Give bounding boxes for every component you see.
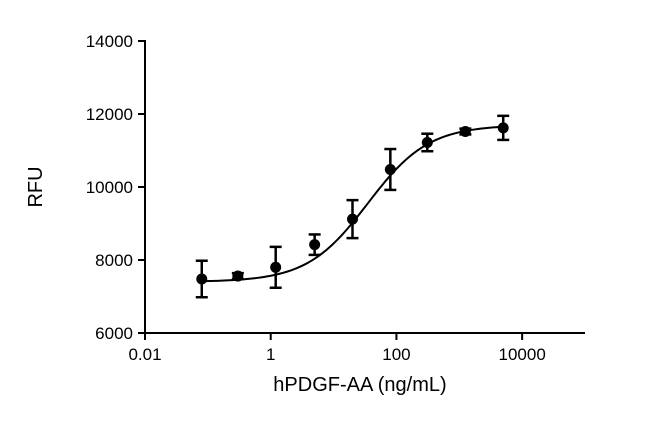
data-point-group	[195, 259, 208, 299]
x-tick-label: 0.01	[128, 345, 161, 364]
data-point	[196, 273, 208, 285]
x-axis-title: hPDGF-AA (ng/mL)	[273, 374, 446, 396]
data-point-group	[421, 132, 434, 153]
data-point	[309, 239, 321, 251]
data-point	[421, 136, 433, 148]
data-point-group	[459, 126, 472, 138]
y-tick-label: 6000	[95, 324, 133, 343]
data-point-group	[497, 114, 510, 142]
y-tick-label: 10000	[86, 178, 133, 197]
data-point	[346, 213, 358, 225]
x-tick-label: 100	[382, 345, 410, 364]
data-point	[459, 126, 471, 138]
y-axis-title: RFU	[25, 166, 47, 207]
y-tick-label: 12000	[86, 105, 133, 124]
data-point-group	[384, 147, 397, 192]
y-tick-label: 14000	[86, 32, 133, 51]
data-point-group	[308, 233, 321, 257]
data-point	[270, 261, 282, 273]
data-point-group	[269, 245, 282, 289]
x-tick-label: 10000	[499, 345, 546, 364]
data-point	[232, 270, 244, 282]
data-point-group	[231, 270, 244, 282]
data-point-group	[346, 198, 359, 240]
data-point	[384, 163, 396, 175]
data-point	[497, 122, 509, 134]
axes: 6000 8000 10000 12000 14000 0.01 1 100 10000	[86, 32, 585, 364]
x-tick-label: 1	[266, 345, 275, 364]
y-tick-label: 8000	[95, 251, 133, 270]
data-marks	[195, 114, 510, 299]
